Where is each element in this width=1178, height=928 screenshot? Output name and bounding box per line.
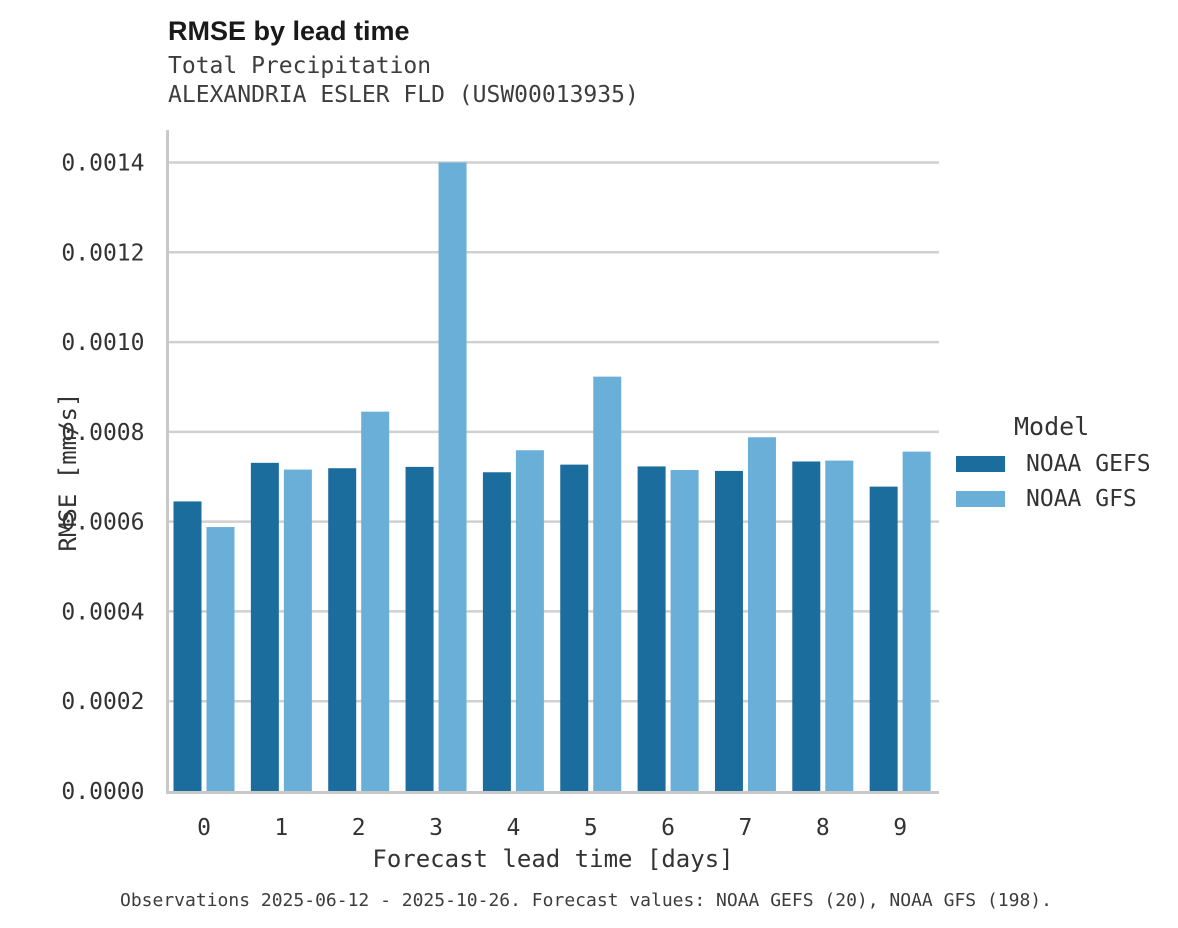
legend-label-noaa-gefs: NOAA GEFS — [1026, 450, 1151, 477]
x-tick-label: 7 — [739, 815, 753, 841]
x-tick-label: 0 — [197, 815, 211, 841]
caption: Observations 2025-06-12 - 2025-10-26. Fo… — [120, 890, 1052, 911]
bar-noaa-gefs-lead-3 — [405, 466, 434, 791]
x-tick-label: 4 — [506, 815, 520, 841]
chart-title: RMSE by lead time — [168, 16, 410, 46]
y-tick-label: 0.0012 — [61, 240, 144, 266]
legend-item-noaa-gefs: NOAA GEFS — [956, 451, 1151, 477]
bar-noaa-gefs-lead-1 — [250, 462, 279, 791]
bar-noaa-gfs-lead-6 — [670, 470, 699, 791]
bar-noaa-gfs-lead-1 — [283, 469, 312, 791]
bar-noaa-gefs-lead-5 — [560, 464, 589, 791]
bar-noaa-gefs-lead-6 — [637, 466, 666, 791]
bar-noaa-gefs-lead-8 — [792, 461, 821, 791]
x-tick-label: 5 — [584, 815, 598, 841]
x-tick-label: 6 — [661, 815, 675, 841]
legend-title: Model — [1014, 412, 1090, 441]
legend: Model NOAA GEFS NOAA GFS — [956, 412, 1151, 525]
bar-noaa-gfs-lead-4 — [515, 450, 544, 791]
bar-noaa-gefs-lead-9 — [869, 486, 898, 791]
bar-noaa-gfs-lead-2 — [361, 411, 390, 791]
bar-noaa-gefs-lead-7 — [714, 470, 743, 791]
x-tick-label: 9 — [893, 815, 907, 841]
bar-noaa-gefs-lead-0 — [173, 501, 202, 791]
y-tick-label: 0.0010 — [61, 330, 144, 356]
y-tick-label: 0.0002 — [61, 689, 144, 715]
y-tick-label: 0.0004 — [61, 599, 144, 625]
y-tick-label: 0.0000 — [61, 779, 144, 805]
bar-noaa-gefs-lead-4 — [482, 472, 511, 791]
bar-noaa-gfs-lead-7 — [747, 437, 776, 791]
chart-subtitle-variable: Total Precipitation — [168, 53, 432, 79]
bar-noaa-gfs-lead-0 — [206, 527, 235, 791]
y-axis-title: RMSE [mm/s] — [54, 392, 82, 552]
chart-subtitle-station: ALEXANDRIA ESLER FLD (USW00013935) — [168, 82, 639, 108]
y-tick-label: 0.0006 — [61, 510, 144, 536]
x-tick-label: 8 — [816, 815, 830, 841]
y-tick-label: 0.0014 — [61, 151, 144, 177]
bar-noaa-gfs-lead-8 — [825, 460, 854, 791]
x-tick-label: 1 — [274, 815, 288, 841]
legend-items: NOAA GEFS NOAA GFS — [956, 451, 1151, 512]
x-tick-label: 2 — [352, 815, 366, 841]
x-tick-label: 3 — [429, 815, 443, 841]
legend-item-noaa-gfs: NOAA GFS — [956, 486, 1151, 512]
legend-swatch-noaa-gefs — [956, 455, 1005, 472]
x-axis-title: Forecast lead time [days] — [372, 845, 734, 873]
bar-noaa-gfs-lead-5 — [593, 376, 622, 791]
legend-label-noaa-gfs: NOAA GFS — [1026, 485, 1137, 512]
bar-noaa-gefs-lead-2 — [328, 468, 357, 791]
legend-swatch-noaa-gfs — [956, 490, 1005, 507]
y-tick-label: 0.0008 — [61, 420, 144, 446]
bar-noaa-gfs-lead-3 — [438, 162, 467, 791]
bar-noaa-gfs-lead-9 — [902, 451, 931, 791]
